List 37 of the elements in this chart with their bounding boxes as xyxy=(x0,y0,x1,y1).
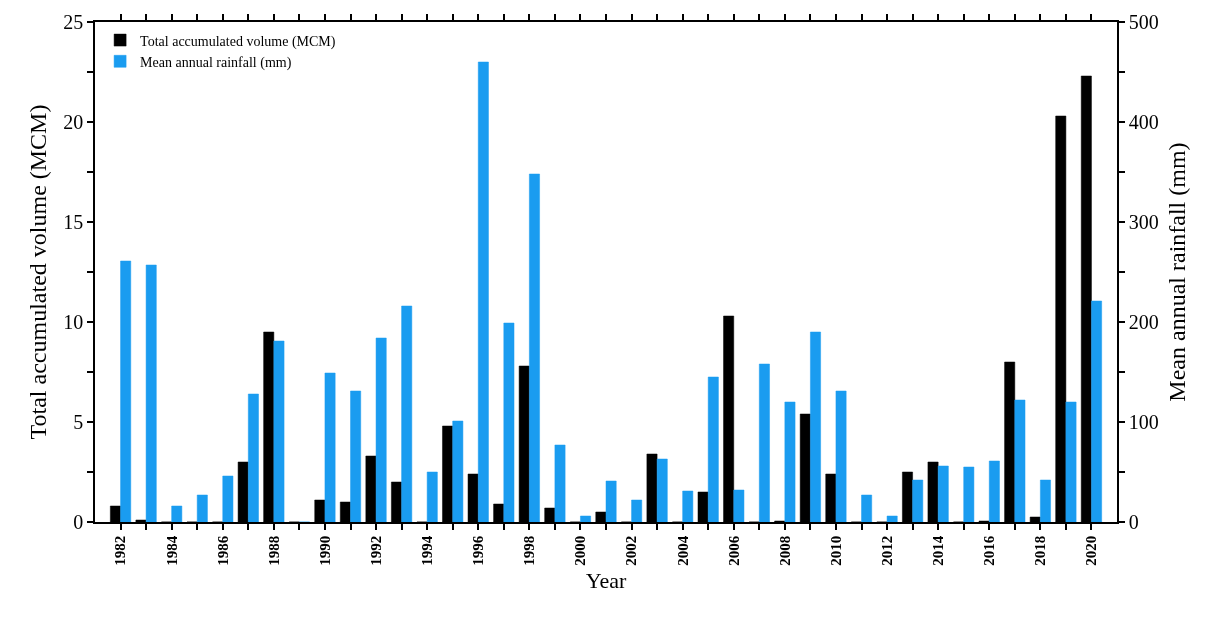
x-tick-label: 2006 xyxy=(725,535,742,566)
y2-tick-label: 100 xyxy=(1128,411,1159,433)
y2-axis-title: Mean annual rainfall (mm) xyxy=(1163,142,1190,402)
y-tick-label: 20 xyxy=(63,111,84,133)
x-tick-label: 2004 xyxy=(674,535,691,566)
x-tick-label: 1984 xyxy=(163,535,180,566)
x-tick-label: 2000 xyxy=(572,535,589,566)
y2-tick-label: 200 xyxy=(1128,311,1159,333)
y-tick-label: 0 xyxy=(73,511,84,533)
x-tick-label: 1998 xyxy=(521,535,538,566)
x-tick-label: 2018 xyxy=(1032,535,1049,566)
x-tick-label: 1996 xyxy=(470,535,487,566)
y-axis-title: Total accumulated volume (MCM) xyxy=(24,104,51,440)
y2-tick-label: 400 xyxy=(1128,111,1159,133)
x-axis-title: Year xyxy=(585,568,627,594)
x-tick-label: 2008 xyxy=(776,535,793,566)
y-tick-label: 5 xyxy=(73,411,84,433)
y2-tick-label: 0 xyxy=(1128,511,1139,533)
y-tick-label: 25 xyxy=(63,11,84,33)
x-tick-label: 1988 xyxy=(265,535,282,566)
x-tick-label: 1992 xyxy=(367,535,384,566)
y-tick-label: 15 xyxy=(63,211,84,233)
x-tick-label: 1990 xyxy=(316,535,333,566)
y2-tick-label: 300 xyxy=(1128,211,1159,233)
x-tick-label: 2002 xyxy=(623,535,640,566)
x-tick-label: 2010 xyxy=(827,535,844,566)
x-tick-label: 1986 xyxy=(214,535,231,566)
x-tick-label: 1994 xyxy=(419,535,436,566)
x-tick-label: 2016 xyxy=(981,535,998,566)
x-tick-label: 1982 xyxy=(112,535,129,566)
legend-label: Total accumulated volume (MCM) xyxy=(140,33,336,50)
y2-tick-label: 500 xyxy=(1128,11,1159,33)
x-tick-label: 2020 xyxy=(1083,535,1100,566)
x-tick-label: 2012 xyxy=(878,535,895,566)
x-tick-label: 2014 xyxy=(930,535,947,566)
y-tick-label: 10 xyxy=(63,311,84,333)
legend-label: Mean annual rainfall (mm) xyxy=(140,54,292,71)
